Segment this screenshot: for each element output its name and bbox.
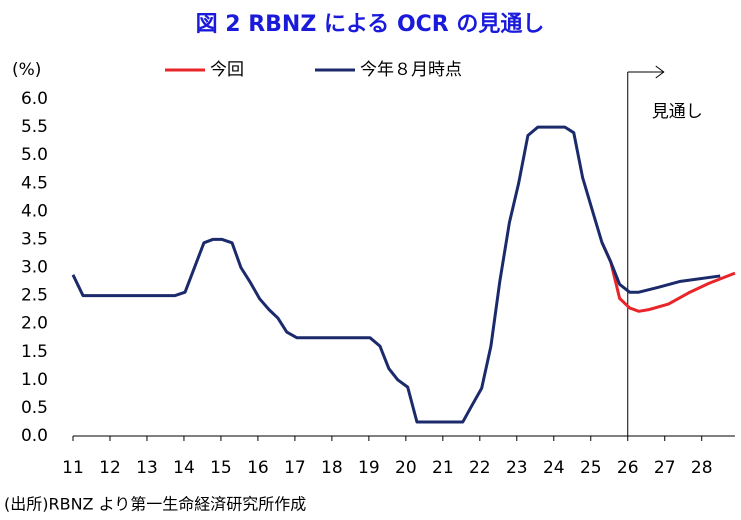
forecast-arrow	[627, 65, 665, 79]
x-tick-label: 23	[506, 458, 528, 478]
y-tick-label: 5.5	[21, 117, 48, 137]
x-tick-label: 12	[99, 458, 121, 478]
series-line	[71, 125, 721, 424]
y-tick-label: 4.5	[21, 173, 48, 193]
x-tick-label: 16	[247, 458, 269, 478]
y-tick-label: 4.0	[21, 201, 48, 221]
legend-label: 今年８月時点	[360, 60, 462, 80]
y-tick-label: 2.0	[21, 314, 48, 334]
x-tick-label: 13	[136, 458, 158, 478]
y-tick-label: 0.5	[21, 398, 48, 418]
series-line	[600, 241, 736, 313]
y-tick-label: 3.5	[21, 229, 48, 249]
x-tick-label: 22	[469, 458, 491, 478]
x-tick-label: 24	[543, 458, 565, 478]
x-tick-label: 15	[210, 458, 232, 478]
y-tick-label: 1.5	[21, 342, 48, 362]
x-tick-label: 18	[321, 458, 343, 478]
x-tick-label: 17	[284, 458, 306, 478]
y-tick-label: 0.0	[21, 426, 48, 446]
x-tick-label: 28	[691, 458, 713, 478]
x-tick-label: 25	[580, 458, 602, 478]
x-tick-label: 27	[654, 458, 676, 478]
x-tick-label: 26	[617, 458, 639, 478]
x-tick-label: 20	[395, 458, 417, 478]
y-tick-label: 2.5	[21, 286, 48, 306]
y-tick-label: 5.0	[21, 145, 48, 165]
y-tick-label: 3.0	[21, 258, 48, 278]
chart-title: 図 2 RBNZ による OCR の見通し	[196, 12, 545, 37]
source: (出所)RBNZ より第一生命経済研究所作成	[4, 495, 306, 514]
x-tick-label: 21	[432, 458, 454, 478]
x-tick-label: 19	[358, 458, 380, 478]
x-tick-label: 14	[173, 458, 195, 478]
x-tick-label: 11	[62, 458, 84, 478]
y-tick-label: 6.0	[21, 89, 48, 109]
forecast-label: 見通し	[652, 102, 703, 122]
legend-label: 今回	[210, 60, 244, 80]
y-unit: (%)	[12, 60, 41, 80]
y-tick-label: 1.0	[21, 370, 48, 390]
